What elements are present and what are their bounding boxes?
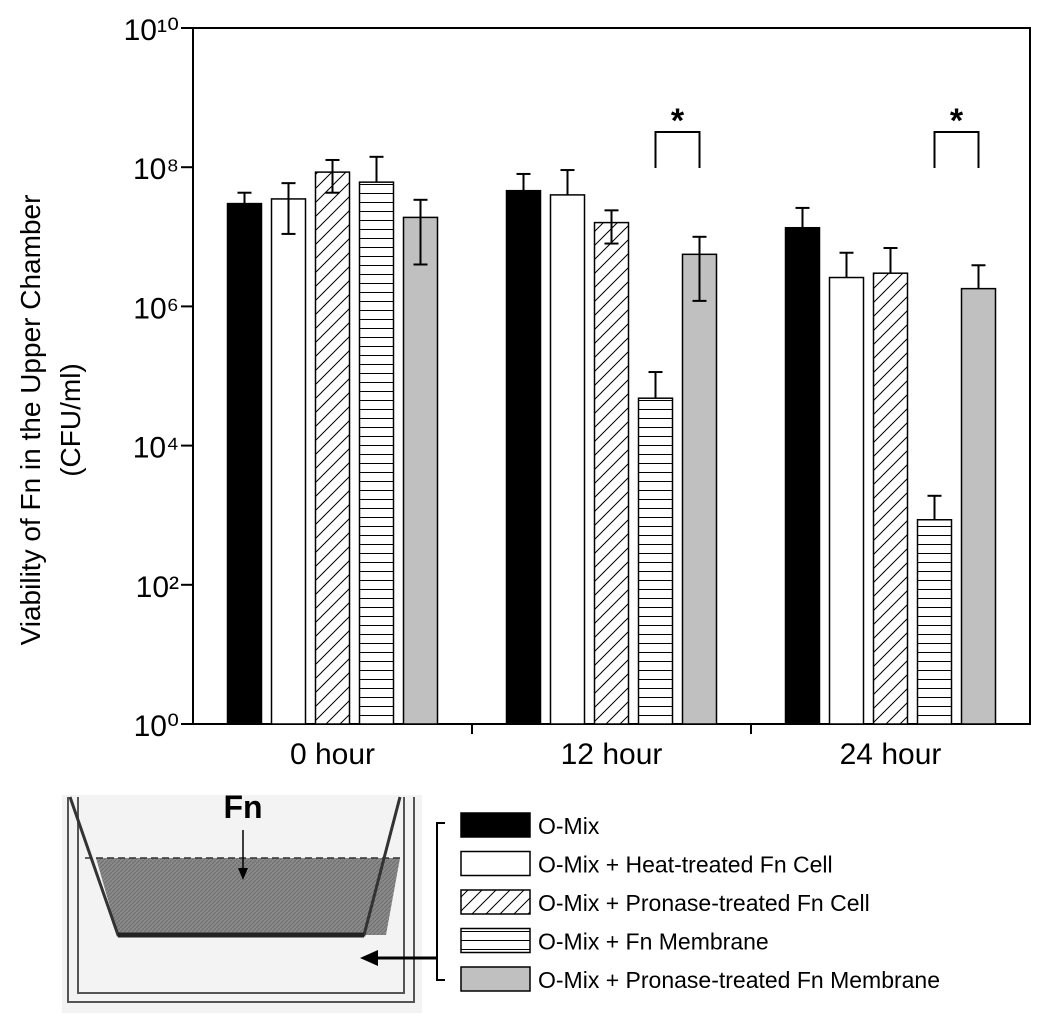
arrow-head <box>238 868 248 880</box>
error-bar <box>604 209 619 245</box>
bar <box>637 397 674 725</box>
medium <box>96 858 400 935</box>
legend-label: O-Mix + Fn Membrane <box>538 929 769 955</box>
y-tick-label: 10⁸ <box>133 153 179 186</box>
bar <box>828 276 865 725</box>
legend-label: O-Mix <box>538 813 600 839</box>
legend-swatch <box>460 927 531 954</box>
significance-bracket <box>933 131 980 168</box>
plot: 10⁰ 10² 10⁴ 10⁶ 10⁸ 10¹⁰ 0 hour 12 hour 24 hour *… <box>124 14 997 771</box>
bar <box>916 519 953 725</box>
bar <box>549 194 586 725</box>
legend-swatch <box>460 889 531 915</box>
y-tick-label: 10² <box>136 571 179 604</box>
y-tick-label: 10⁴ <box>133 432 179 465</box>
legend-swatch <box>460 966 531 992</box>
significance-bracket <box>654 131 701 168</box>
diagram-label: Fn <box>223 789 262 825</box>
bar <box>402 216 439 725</box>
legend-bracket <box>436 822 445 981</box>
error-bar <box>281 182 296 235</box>
bar <box>681 253 718 725</box>
error-bar <box>648 371 663 399</box>
transwell-diagram: Fn <box>62 789 445 1013</box>
bar <box>314 171 351 725</box>
x-tick-label: 24 hour <box>840 738 942 771</box>
y-axis-unit: (CFU/ml) <box>55 363 86 477</box>
legend: O-Mix O-Mix + Heat-treated Fn Cell O-Mix +… <box>460 812 940 993</box>
bar <box>270 198 307 725</box>
error-bar <box>692 235 707 302</box>
error-bar <box>927 494 942 520</box>
legend-swatch <box>460 812 531 838</box>
error-bar <box>516 172 531 233</box>
y-tick-label: 10⁰ <box>134 710 179 743</box>
x-tick-label: 0 hour <box>290 738 375 771</box>
error-bar <box>369 155 384 183</box>
error-bar <box>883 247 898 274</box>
error-bar <box>237 191 252 222</box>
pointer-head <box>360 950 378 966</box>
error-bar <box>795 206 810 308</box>
error-bar <box>325 158 340 194</box>
x-tick-label: 12 hour <box>561 738 663 771</box>
error-bar <box>839 251 854 278</box>
significance-label: * <box>950 102 964 140</box>
y-tick-label: 10⁶ <box>133 292 179 325</box>
bar <box>593 221 630 725</box>
legend-label: O-Mix + Heat-treated Fn Cell <box>538 852 833 878</box>
bar <box>960 287 997 725</box>
bar <box>358 181 395 725</box>
y-axis-label: Viability of Fn in the Upper Chamber <box>15 195 46 646</box>
bar <box>505 189 542 725</box>
legend-label: O-Mix + Pronase-treated Fn Membrane <box>538 967 940 993</box>
legend-label: O-Mix + Pronase-treated Fn Cell <box>538 890 870 916</box>
bar <box>784 226 821 725</box>
bar <box>872 272 909 725</box>
error-bar <box>413 198 428 266</box>
bar <box>226 202 263 725</box>
significance-label: * <box>671 102 685 140</box>
error-bar <box>560 169 575 195</box>
legend-swatch <box>460 850 531 877</box>
well-inner <box>77 797 405 994</box>
well-outer <box>67 797 415 1003</box>
y-tick-label: 10¹⁰ <box>124 14 179 47</box>
error-bar <box>971 264 986 289</box>
